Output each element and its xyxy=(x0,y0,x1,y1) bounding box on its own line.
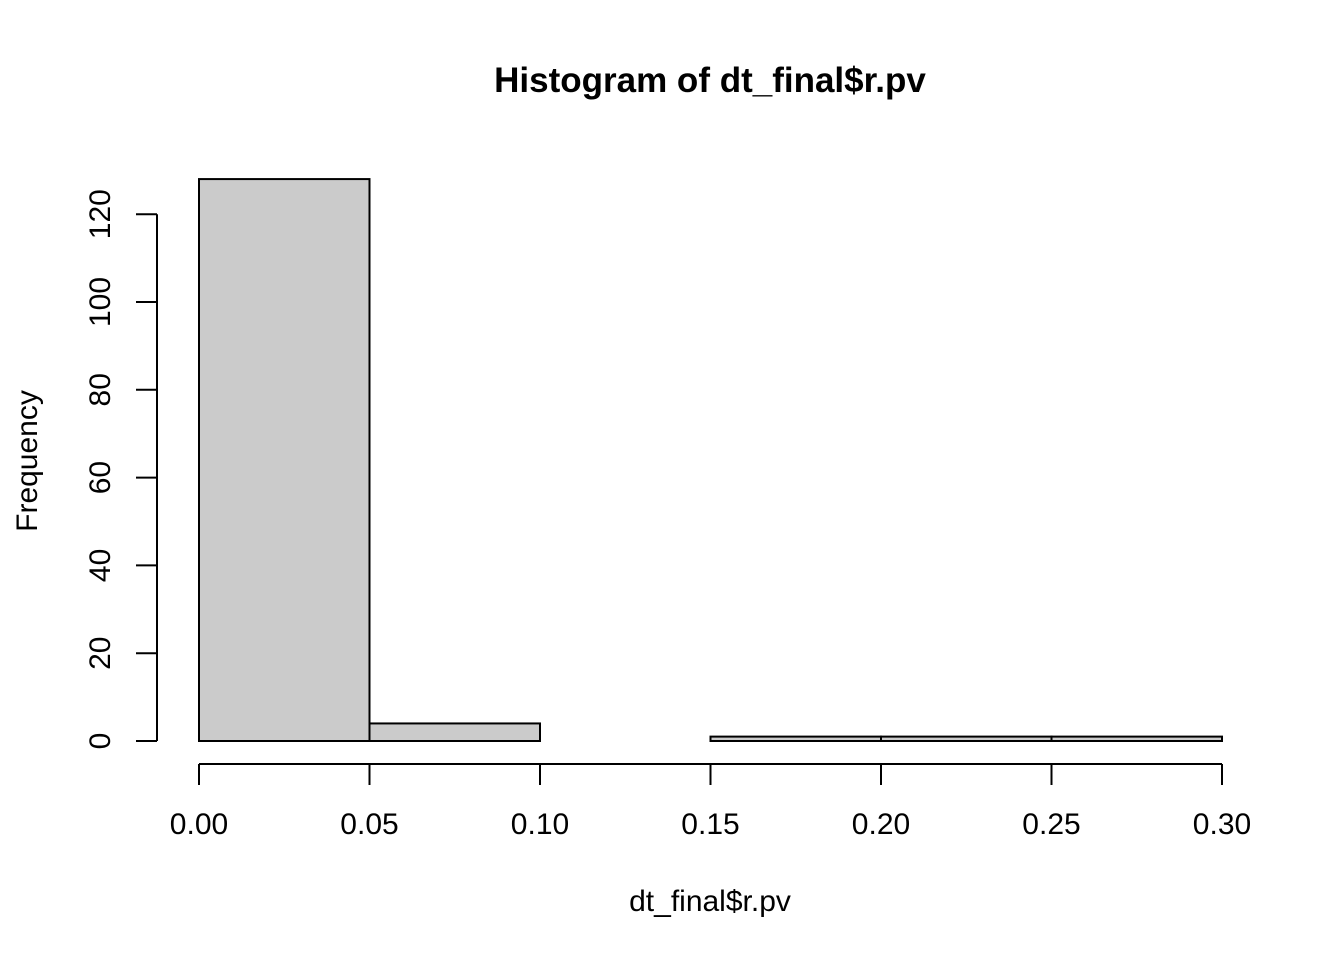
x-axis-label: dt_final$r.pv xyxy=(629,885,791,918)
y-tick-label-1: 20 xyxy=(84,637,117,670)
x-tick-label-6: 0.30 xyxy=(1193,808,1251,841)
y-tick-label-4: 80 xyxy=(84,373,117,406)
y-tick-label-3: 60 xyxy=(84,461,117,494)
y-tick-label-5: 100 xyxy=(84,277,117,327)
y-axis-label: Frequency xyxy=(11,390,44,532)
y-tick-label-0: 0 xyxy=(84,733,117,750)
histogram-bar-1 xyxy=(368,722,541,743)
x-tick-label-4: 0.20 xyxy=(852,808,910,841)
x-axis: 0.00 0.05 0.10 0.15 0.20 0.25 0.30 xyxy=(170,763,1251,841)
histogram-bar-0 xyxy=(198,178,371,742)
x-tick-label-5: 0.25 xyxy=(1022,808,1080,841)
x-tick-label-1: 0.05 xyxy=(340,808,398,841)
chart-title: Histogram of dt_final$r.pv xyxy=(494,61,926,100)
histogram-bar-4 xyxy=(880,735,1053,742)
x-tick-label-0: 0.00 xyxy=(170,808,228,841)
histogram-bar-3 xyxy=(709,735,882,742)
y-tick-label-2: 40 xyxy=(84,549,117,582)
x-tick-label-2: 0.10 xyxy=(511,808,569,841)
y-axis: 0 20 40 60 80 100 120 xyxy=(84,189,158,750)
y-tick-label-6: 120 xyxy=(84,189,117,239)
x-tick-label-3: 0.15 xyxy=(681,808,739,841)
histogram-bar-5 xyxy=(1050,735,1223,742)
bars-group xyxy=(198,178,1223,743)
